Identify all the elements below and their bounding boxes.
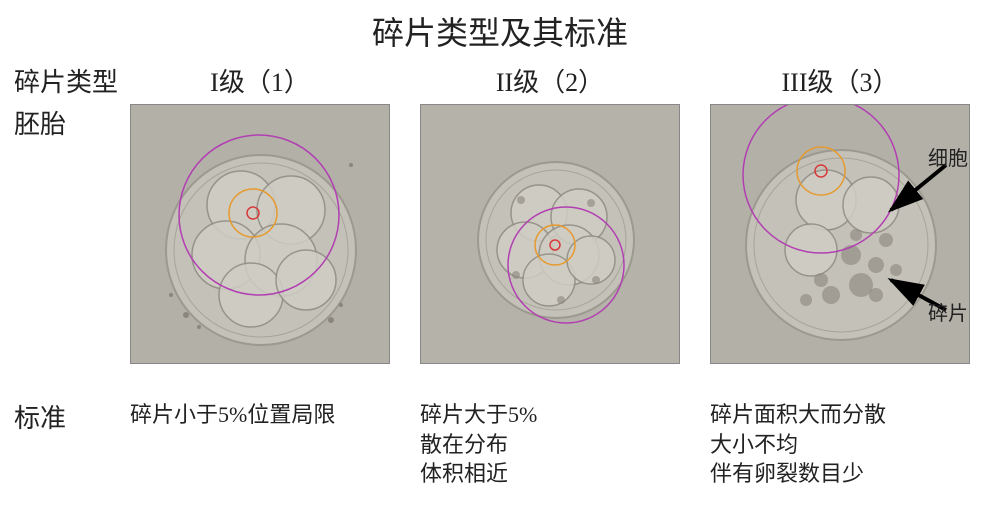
page-title: 碎片类型及其标准	[0, 0, 1000, 54]
row-label-type: 碎片类型	[14, 62, 118, 99]
criteria-text: 碎片小于5%位置局限	[130, 400, 390, 430]
embryo-image	[130, 104, 390, 364]
row-label-criteria: 标准	[14, 398, 66, 435]
column-header: II级（2）	[420, 62, 680, 99]
embryo-image	[420, 104, 680, 364]
criteria-text: 碎片大于5%散在分布体积相近	[420, 400, 680, 489]
column-header: I级（1）	[130, 62, 390, 99]
criteria-text: 碎片面积大而分散大小不均伴有卵裂数目少	[710, 400, 970, 489]
row-label-embryo: 胚胎	[14, 104, 66, 141]
column-header: III级（3）	[710, 62, 970, 99]
annotation-label: 细胞	[928, 142, 968, 171]
annotation-label: 碎片	[928, 297, 968, 326]
